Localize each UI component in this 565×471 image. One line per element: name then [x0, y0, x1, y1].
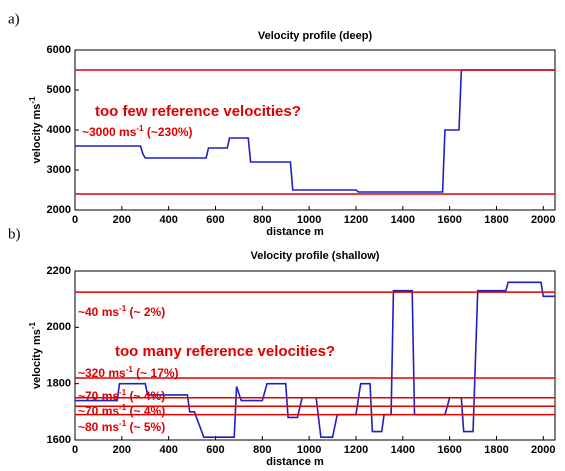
x-tick-label: 1400 [391, 214, 415, 226]
annotation-text: ~3000 ms [82, 125, 137, 139]
annotation-text: ~320 ms [78, 366, 126, 380]
annotation-text: ~80 ms [78, 420, 119, 434]
y-axis-label-sup: -1 [28, 96, 37, 104]
y-tick-label: 1800 [47, 378, 71, 390]
annotation-after: (~ 17%) [133, 366, 179, 380]
annotation: ~70 ms-1 (~ 4%) [78, 388, 165, 404]
annotation-text: ~70 ms [78, 389, 119, 403]
x-tick-label: 400 [159, 214, 177, 226]
x-tick-label: 0 [72, 214, 78, 226]
y-axis-label: velocity ms-1 [28, 321, 43, 389]
y-tick-label: 3000 [47, 164, 71, 176]
y-axis-label-text: velocity ms [31, 104, 43, 164]
annotation-text: ~70 ms [78, 404, 119, 418]
chart-title: Velocity profile (deep) [258, 30, 373, 42]
annotation-sup: -1 [119, 388, 127, 397]
x-tick-label: 1800 [484, 214, 508, 226]
annotation: ~320 ms-1 (~ 17%) [78, 365, 179, 381]
annotation: too few reference velocities? [95, 103, 301, 120]
x-tick-label: 1200 [344, 444, 368, 456]
annotation-after: (~230%) [144, 125, 193, 139]
annotation-text: too few reference velocities? [95, 103, 301, 120]
annotation: ~70 ms-1 (~ 4%) [78, 403, 165, 419]
panel-label: a) [8, 11, 20, 27]
panel-label: b) [8, 226, 21, 242]
annotation-text: too many reference velocities? [115, 343, 335, 360]
y-tick-label: 2200 [47, 265, 71, 277]
y-tick-label: 2000 [47, 321, 71, 333]
annotation: ~80 ms-1 (~ 5%) [78, 419, 165, 435]
annotation-sup: -1 [119, 304, 127, 313]
x-tick-label: 600 [206, 444, 224, 456]
annotation-after: (~ 4%) [126, 389, 165, 403]
x-tick-label: 0 [72, 444, 78, 456]
x-axis-label: distance m [266, 456, 324, 468]
x-tick-label: 1000 [297, 214, 321, 226]
x-tick-label: 400 [159, 444, 177, 456]
x-tick-label: 2000 [531, 444, 555, 456]
x-tick-label: 800 [253, 444, 271, 456]
y-tick-label: 1600 [47, 434, 71, 446]
annotation-sup: -1 [119, 403, 127, 412]
x-tick-label: 1600 [437, 444, 461, 456]
x-tick-label: 800 [253, 214, 271, 226]
y-axis-label: velocity ms-1 [28, 96, 43, 164]
plot-area [74, 49, 556, 211]
annotation: too many reference velocities? [115, 343, 335, 360]
x-axis-label: distance m [266, 226, 324, 238]
x-tick-label: 1200 [344, 214, 368, 226]
y-tick-label: 4000 [47, 124, 71, 136]
annotation: ~3000 ms-1 (~230%) [82, 124, 193, 140]
chart-title: Velocity profile (shallow) [251, 250, 380, 262]
annotation-after: (~ 4%) [126, 404, 165, 418]
y-axis-label-text: velocity ms [31, 329, 43, 389]
x-tick-label: 200 [113, 444, 131, 456]
y-tick-label: 6000 [47, 44, 71, 56]
y-tick-label: 2000 [47, 204, 71, 216]
x-tick-label: 1600 [437, 214, 461, 226]
x-tick-label: 1800 [484, 444, 508, 456]
annotation-text: ~40 ms [78, 305, 119, 319]
x-tick-label: 1000 [297, 444, 321, 456]
annotation-after: (~ 5%) [126, 420, 165, 434]
x-tick-label: 600 [206, 214, 224, 226]
annotation: ~40 ms-1 (~ 2%) [78, 304, 165, 320]
y-axis-label-sup: -1 [28, 321, 37, 329]
annotation-after: (~ 2%) [126, 305, 165, 319]
velocity-line [75, 69, 555, 193]
x-tick-label: 2000 [531, 214, 555, 226]
x-tick-label: 200 [113, 214, 131, 226]
y-tick-label: 5000 [47, 84, 71, 96]
annotation-sup: -1 [119, 419, 127, 428]
annotation-sup: -1 [136, 124, 144, 133]
annotation-sup: -1 [126, 365, 134, 374]
x-tick-label: 1400 [391, 444, 415, 456]
